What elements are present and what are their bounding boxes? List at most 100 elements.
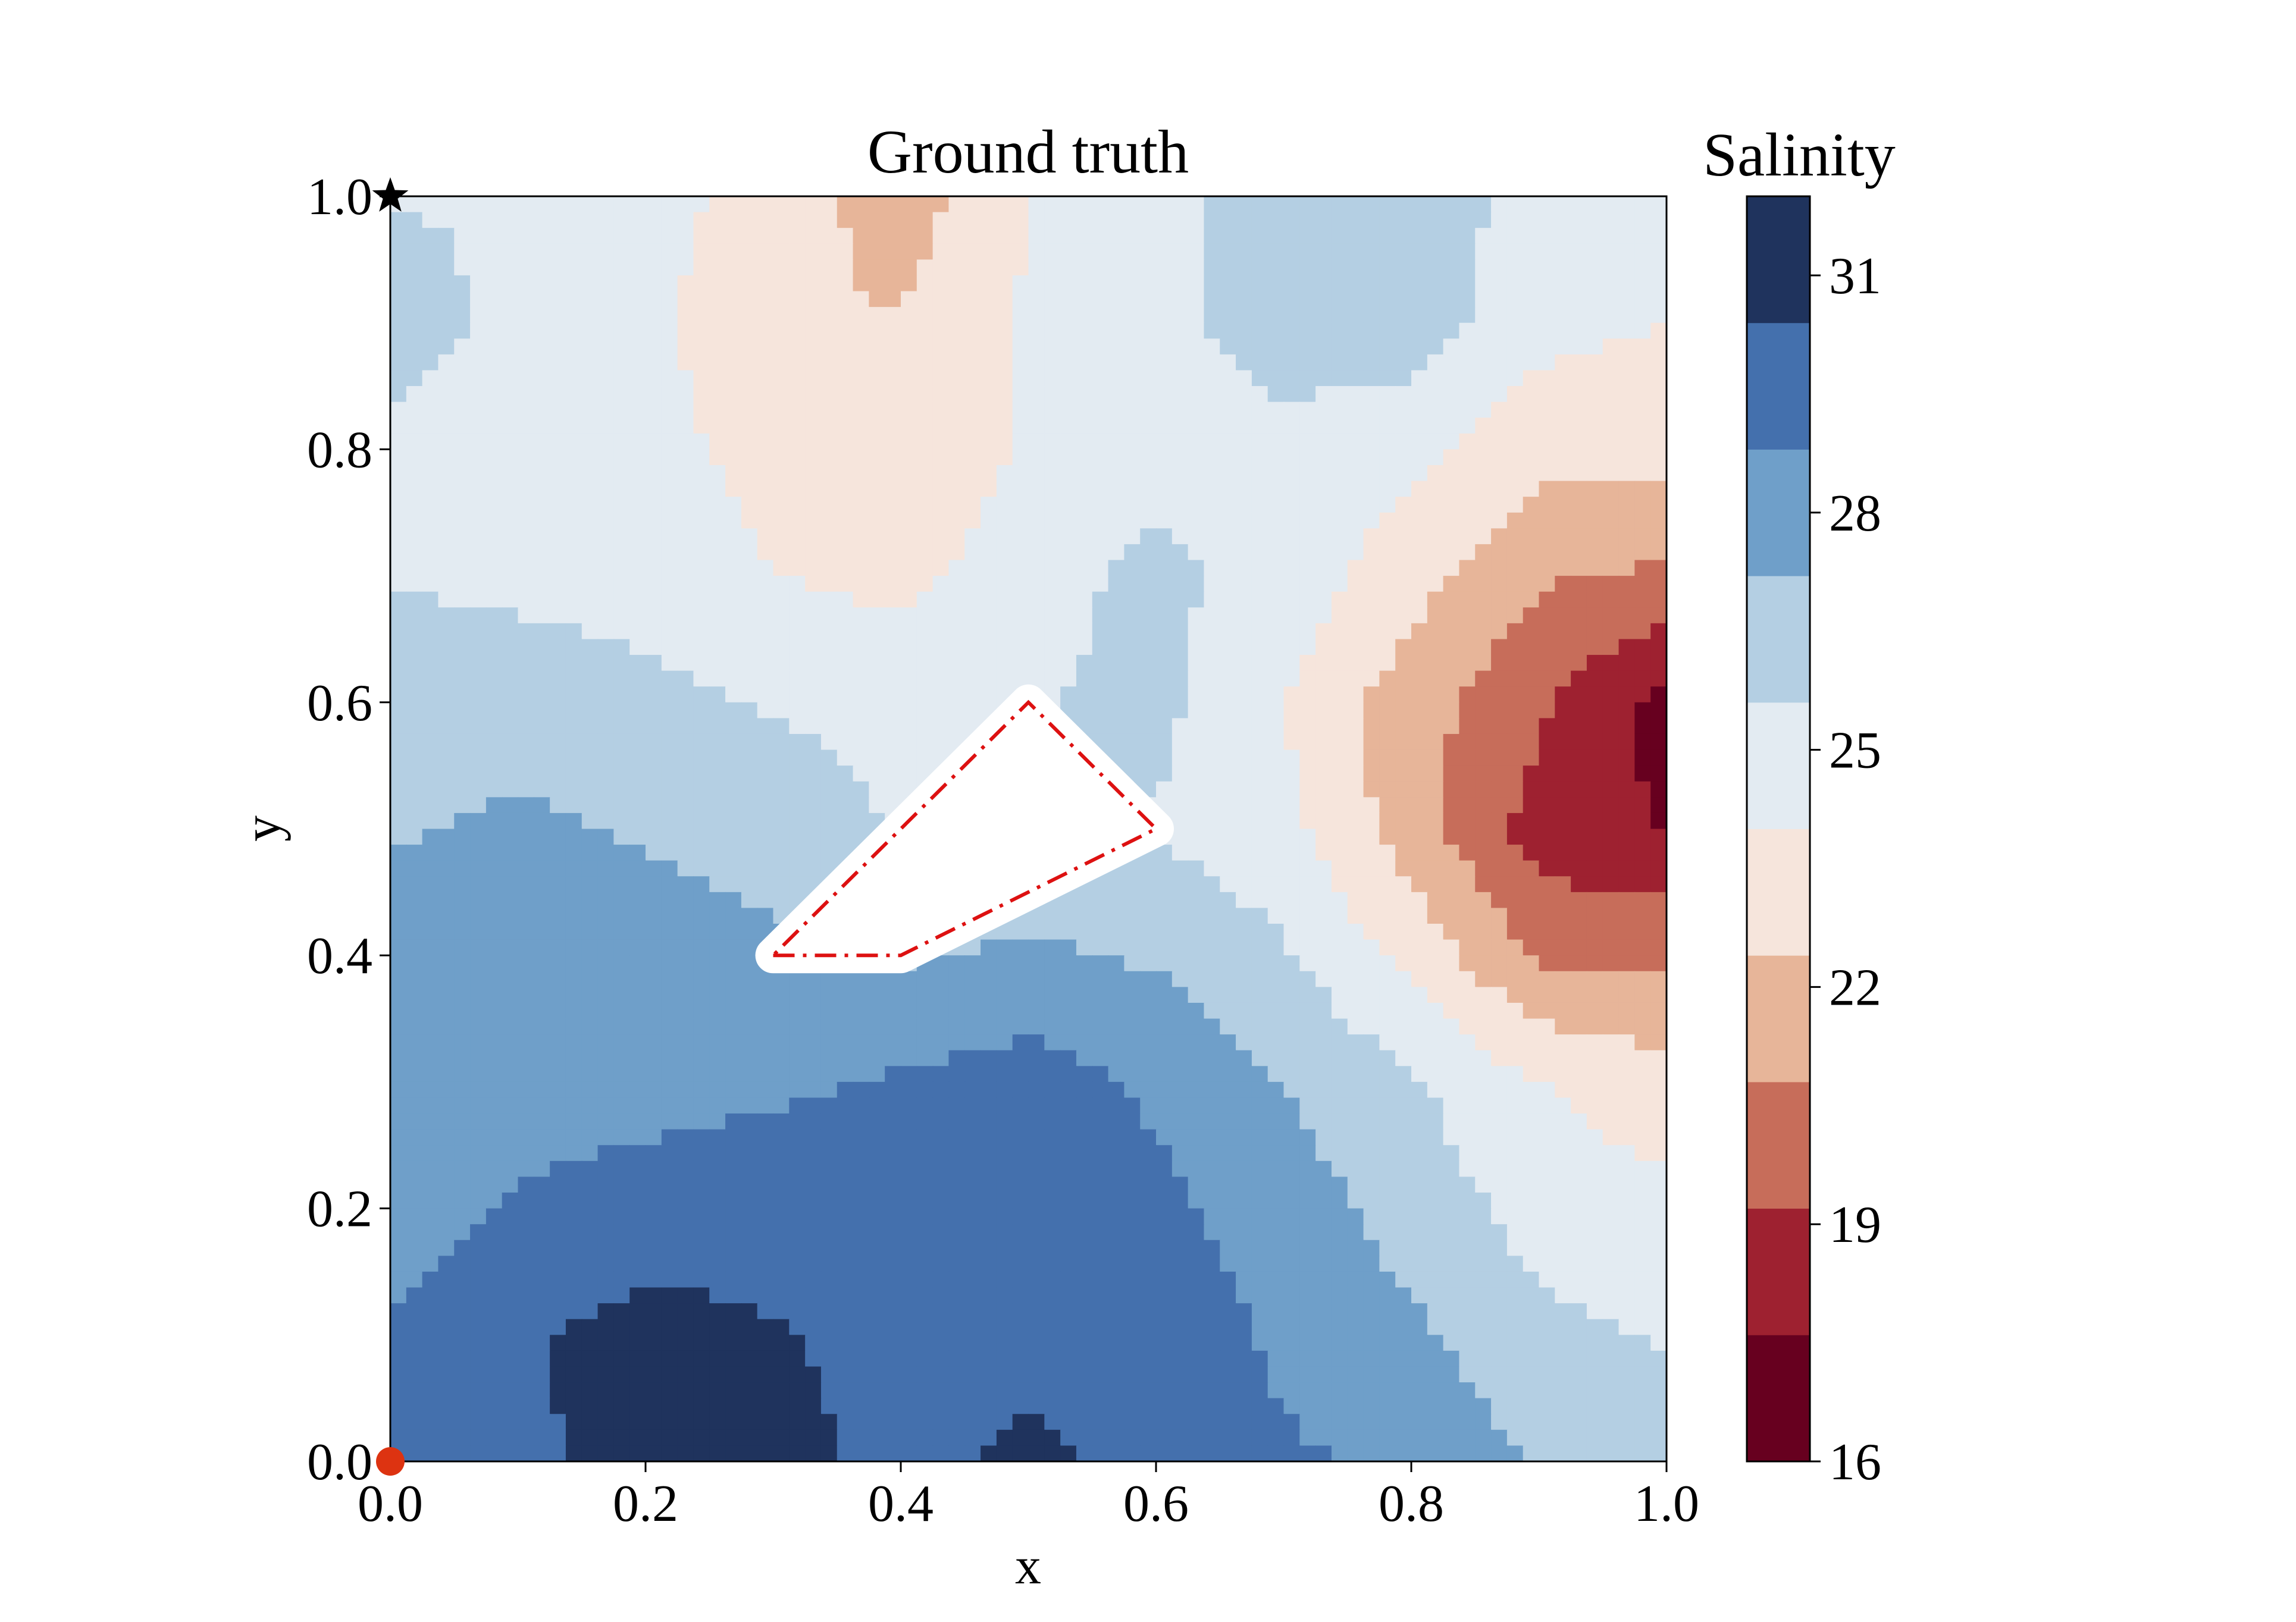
- field-cell: [613, 243, 630, 261]
- chart-title: Ground truth: [867, 118, 1189, 186]
- field-cell: [1363, 433, 1380, 450]
- field-cell: [1044, 1034, 1061, 1051]
- field-cell: [534, 433, 550, 450]
- field-cell: [565, 733, 582, 751]
- field-cell: [1618, 733, 1636, 751]
- field-cell: [1283, 924, 1301, 940]
- field-cell: [1347, 1066, 1364, 1083]
- field-cell: [485, 797, 503, 814]
- field-cell: [661, 623, 678, 640]
- field-cell: [1571, 243, 1587, 261]
- field-cell: [1092, 401, 1109, 419]
- field-cell: [853, 718, 870, 735]
- field-cell: [1251, 797, 1268, 814]
- field-cell: [485, 765, 503, 782]
- field-cell: [805, 686, 822, 703]
- field-cell: [1156, 1081, 1173, 1099]
- field-cell: [1267, 1160, 1285, 1178]
- field-cell: [1267, 370, 1285, 387]
- field-cell: [1188, 212, 1205, 228]
- field-cell: [1475, 544, 1492, 561]
- field-cell: [1012, 401, 1029, 419]
- field-cell: [1411, 607, 1428, 624]
- field-cell: [534, 212, 550, 228]
- field-cell: [390, 544, 407, 561]
- field-cell: [1204, 243, 1221, 261]
- field-cell: [661, 497, 678, 513]
- field-cell: [1172, 623, 1189, 640]
- field-cell: [1299, 512, 1316, 529]
- field-cell: [485, 749, 503, 766]
- field-cell: [454, 481, 471, 497]
- field-cell: [1267, 1113, 1285, 1130]
- field-cell: [1506, 433, 1524, 450]
- field-cell: [1602, 1129, 1620, 1146]
- field-cell: [885, 512, 901, 529]
- field-cell: [406, 354, 423, 371]
- field-cell: [725, 892, 742, 909]
- field-cell: [837, 591, 854, 608]
- field-cell: [1602, 243, 1620, 261]
- field-cell: [932, 560, 950, 576]
- field-cell: [773, 228, 790, 244]
- field-cell: [1315, 544, 1332, 561]
- field-cell: [1012, 1145, 1029, 1162]
- field-cell: [485, 845, 503, 861]
- field-cell: [1028, 1050, 1045, 1067]
- field-cell: [1555, 465, 1571, 482]
- field-cell: [550, 860, 566, 877]
- field-cell: [502, 812, 519, 830]
- field-cell: [820, 607, 838, 624]
- field-cell: [1188, 528, 1205, 545]
- field-cell: [1363, 829, 1380, 845]
- field-cell: [1044, 955, 1061, 972]
- field-cell: [948, 370, 966, 387]
- field-cell: [1555, 1066, 1571, 1083]
- field-cell: [565, 481, 582, 497]
- field-cell: [1555, 955, 1571, 972]
- field-cell: [1283, 702, 1301, 719]
- field-cell: [1506, 1018, 1524, 1035]
- field-cell: [948, 686, 966, 703]
- field-cell: [869, 449, 885, 466]
- field-cell: [773, 291, 790, 308]
- field-cell: [1140, 876, 1157, 893]
- field-cell: [853, 781, 870, 798]
- field-cell: [677, 544, 694, 561]
- field-cell: [1331, 212, 1348, 228]
- field-cell: [677, 686, 694, 703]
- field-cell: [661, 1097, 678, 1114]
- field-cell: [1443, 354, 1460, 371]
- field-cell: [1459, 1050, 1476, 1067]
- field-cell: [1523, 623, 1540, 640]
- field-cell: [1267, 971, 1285, 988]
- field-cell: [1363, 639, 1380, 655]
- field-cell: [1220, 1018, 1236, 1035]
- field-cell: [422, 528, 439, 545]
- field-cell: [725, 955, 742, 972]
- field-cell: [1156, 212, 1173, 228]
- field-cell: [422, 338, 439, 355]
- field-cell: [1459, 433, 1476, 450]
- field-cell: [646, 623, 662, 640]
- field-cell: [390, 655, 407, 672]
- field-cell: [1092, 623, 1109, 640]
- field-cell: [869, 655, 885, 672]
- field-cell: [438, 1129, 455, 1146]
- field-cell: [773, 749, 790, 766]
- field-cell: [1028, 607, 1045, 624]
- field-cell: [677, 733, 694, 751]
- field-cell: [1459, 765, 1476, 782]
- field-cell: [661, 639, 678, 655]
- field-cell: [981, 1129, 997, 1146]
- field-cell: [1108, 655, 1125, 672]
- field-cell: [1092, 338, 1109, 355]
- field-cell: [773, 512, 790, 529]
- field-cell: [1172, 860, 1189, 877]
- field-cell: [1618, 639, 1636, 655]
- field-cell: [485, 354, 503, 371]
- field-cell: [597, 1145, 615, 1162]
- field-cell: [1586, 718, 1603, 735]
- field-cell: [1523, 196, 1540, 213]
- field-cell: [964, 322, 981, 340]
